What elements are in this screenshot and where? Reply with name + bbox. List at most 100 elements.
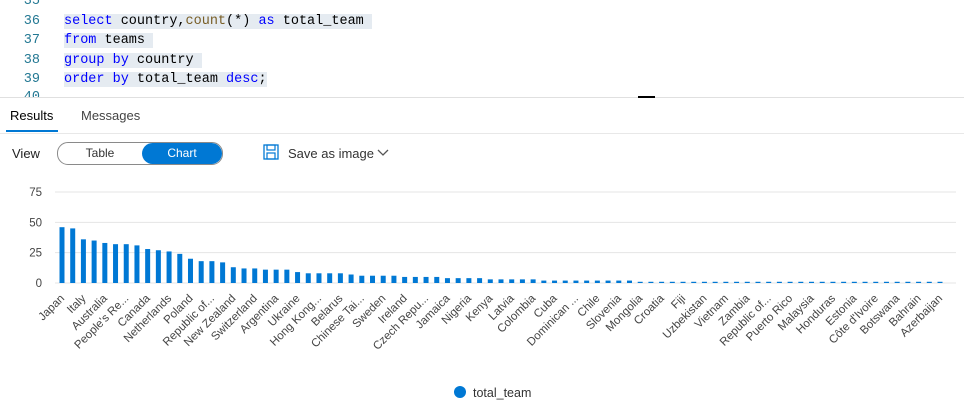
bar xyxy=(498,279,504,283)
line-number: 38 xyxy=(23,53,40,68)
bar xyxy=(370,275,376,283)
bar xyxy=(316,273,322,283)
code-token: ; xyxy=(258,72,267,87)
bar xyxy=(423,276,429,283)
code-token: desc xyxy=(226,72,259,87)
bar xyxy=(937,281,943,283)
bar xyxy=(487,279,493,283)
bar xyxy=(295,272,301,283)
line-number: 39 xyxy=(23,72,40,87)
bar xyxy=(755,281,761,283)
code-token: (*) xyxy=(226,14,259,29)
bar xyxy=(530,279,536,283)
save-as-image[interactable]: Save as image xyxy=(288,146,374,161)
bar xyxy=(926,281,932,283)
bar xyxy=(723,281,729,283)
bar xyxy=(337,273,343,283)
code-line: select country,count(*) as total_team xyxy=(64,14,372,29)
bar xyxy=(284,269,290,283)
line-number: 35 xyxy=(23,0,40,9)
bar xyxy=(444,278,450,283)
code-line: from teams xyxy=(64,33,154,48)
bar xyxy=(359,275,365,283)
bar xyxy=(262,269,268,283)
bar xyxy=(241,268,247,283)
bar xyxy=(626,280,632,283)
bar xyxy=(873,281,879,283)
separator xyxy=(0,97,964,98)
separator xyxy=(0,133,964,134)
bar xyxy=(605,280,611,283)
y-tick-label: 50 xyxy=(29,217,42,229)
save-icon[interactable] xyxy=(262,143,282,163)
bar xyxy=(348,274,354,283)
code-line: order by total_team desc; xyxy=(64,72,267,87)
bar xyxy=(916,281,922,283)
bar xyxy=(455,278,461,283)
table-button[interactable]: Table xyxy=(85,146,115,160)
bar xyxy=(659,281,665,283)
code-token: group by xyxy=(64,53,129,68)
bar xyxy=(648,281,654,283)
code-line: group by country xyxy=(64,53,202,68)
bar xyxy=(519,279,525,283)
bar xyxy=(380,275,386,283)
view-label: View xyxy=(12,146,40,161)
bar xyxy=(680,281,686,283)
bar xyxy=(412,276,418,283)
bar xyxy=(830,281,836,283)
bar xyxy=(862,281,868,283)
bar xyxy=(305,273,311,283)
y-tick-label: 75 xyxy=(29,187,42,199)
bar xyxy=(134,245,140,283)
bar xyxy=(59,227,65,283)
bar xyxy=(712,281,718,283)
bar xyxy=(327,273,333,283)
bar xyxy=(91,240,97,283)
bar xyxy=(509,279,515,283)
bar xyxy=(166,251,172,283)
bar xyxy=(434,276,440,283)
bar xyxy=(252,268,258,283)
cursor xyxy=(638,96,655,98)
chevron[interactable] xyxy=(376,148,390,158)
messages-tab[interactable]: Messages xyxy=(81,108,141,123)
bar xyxy=(841,281,847,283)
bar xyxy=(187,258,193,283)
code-token: country, xyxy=(112,14,186,29)
code-editor[interactable]: 35 36 select country,count(*) as total_tea… xyxy=(0,0,964,97)
bar xyxy=(809,281,815,283)
code-token: select xyxy=(64,14,113,29)
line-number: 40 xyxy=(0,90,40,97)
view-toggle: Table Chart xyxy=(57,142,223,165)
bar xyxy=(744,281,750,283)
bar xyxy=(637,281,643,283)
bar xyxy=(669,281,675,283)
code-token: total_team xyxy=(274,14,372,29)
bar xyxy=(691,281,697,283)
code-token: order by xyxy=(64,72,129,87)
bar xyxy=(905,281,911,283)
code-token: count xyxy=(185,14,227,29)
bar xyxy=(80,239,86,283)
chart-button[interactable]: Chart xyxy=(142,143,222,164)
bar xyxy=(477,278,483,283)
x-tick-label: Japan xyxy=(36,293,67,324)
bar xyxy=(145,249,151,283)
bar xyxy=(155,250,161,283)
bar xyxy=(177,253,183,283)
bar xyxy=(541,280,547,283)
y-tick-label: 25 xyxy=(29,248,42,260)
bar xyxy=(766,281,772,283)
legend-label: total_team xyxy=(473,386,531,400)
bar xyxy=(798,281,804,283)
bar xyxy=(616,280,622,283)
results-tab[interactable]: Results xyxy=(10,108,54,123)
bar xyxy=(402,276,408,283)
bar xyxy=(391,275,397,283)
bar xyxy=(819,281,825,283)
bar xyxy=(209,261,215,283)
bar xyxy=(198,261,204,283)
